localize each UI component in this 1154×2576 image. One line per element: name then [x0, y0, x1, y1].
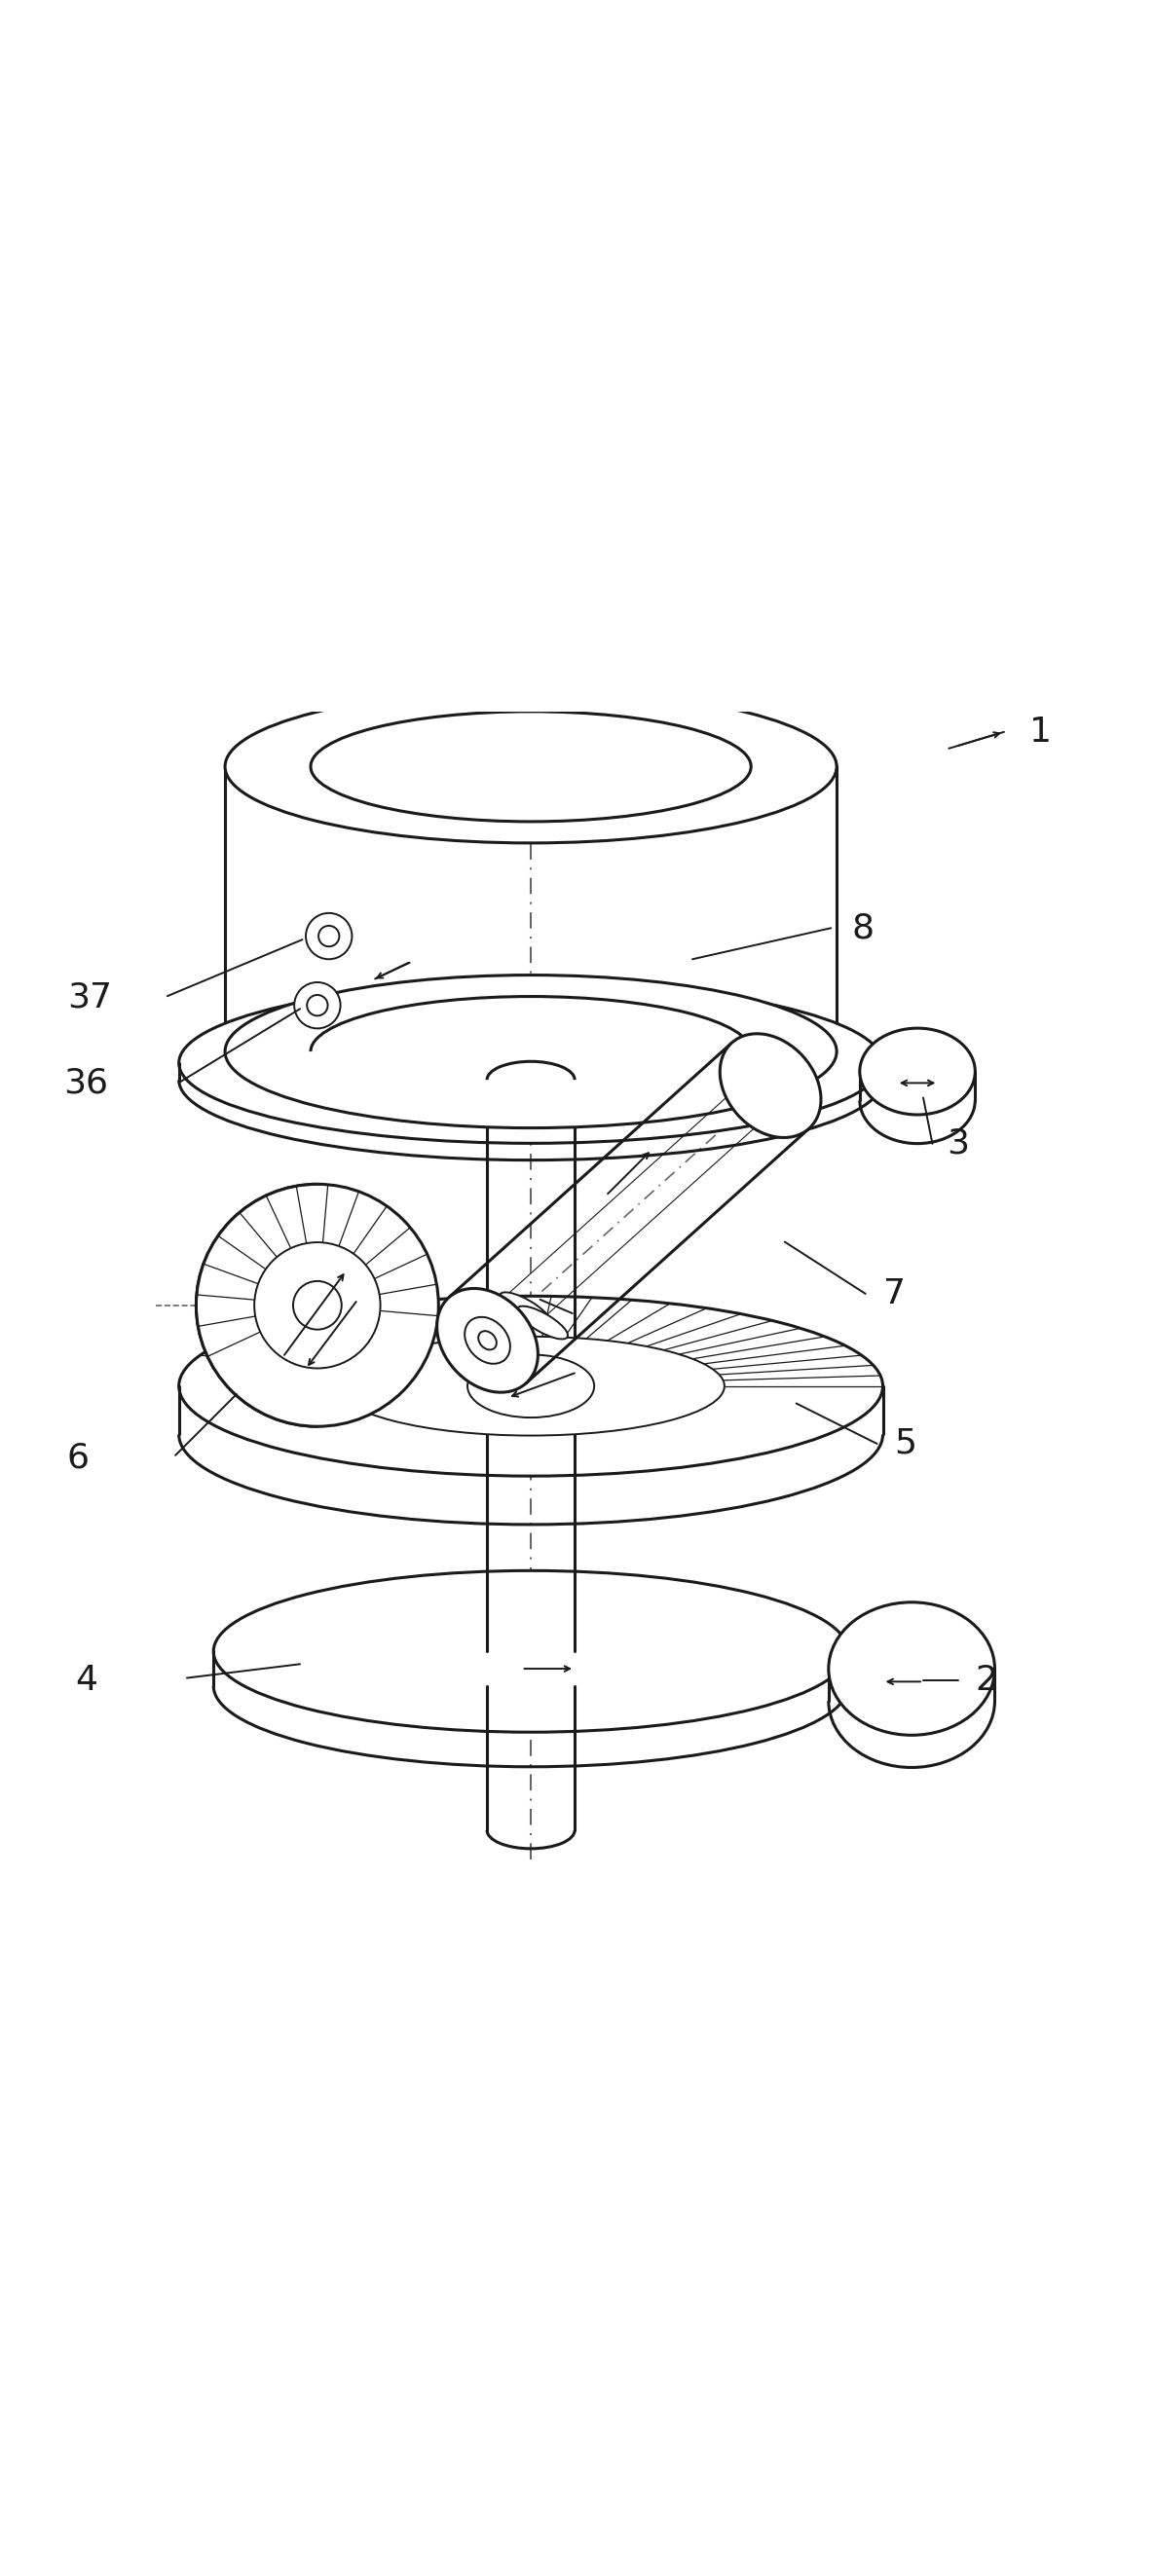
Text: 2: 2 — [975, 1664, 997, 1698]
Text: 37: 37 — [67, 981, 112, 1015]
Ellipse shape — [213, 1571, 848, 1731]
Ellipse shape — [465, 1316, 510, 1363]
Ellipse shape — [307, 994, 328, 1015]
Ellipse shape — [337, 1337, 725, 1435]
Text: 8: 8 — [852, 912, 875, 945]
Ellipse shape — [479, 1332, 496, 1350]
Ellipse shape — [179, 1296, 883, 1476]
Ellipse shape — [860, 1028, 975, 1115]
Ellipse shape — [306, 912, 352, 958]
Ellipse shape — [517, 1306, 568, 1340]
Ellipse shape — [500, 1293, 550, 1324]
Text: 5: 5 — [894, 1427, 916, 1461]
Ellipse shape — [319, 925, 339, 945]
Text: 6: 6 — [67, 1440, 89, 1473]
Ellipse shape — [310, 711, 751, 822]
Ellipse shape — [467, 1355, 594, 1417]
Text: 3: 3 — [946, 1128, 968, 1159]
Ellipse shape — [829, 1602, 995, 1736]
Text: 36: 36 — [63, 1066, 108, 1100]
Text: 4: 4 — [75, 1664, 97, 1698]
Ellipse shape — [720, 1033, 820, 1139]
Ellipse shape — [225, 690, 837, 842]
Ellipse shape — [254, 1242, 381, 1368]
Ellipse shape — [293, 1280, 342, 1329]
Ellipse shape — [196, 1185, 439, 1427]
Ellipse shape — [294, 981, 340, 1028]
Ellipse shape — [225, 976, 837, 1128]
Text: 7: 7 — [883, 1278, 905, 1311]
Ellipse shape — [437, 1288, 538, 1391]
Ellipse shape — [179, 984, 883, 1144]
Text: 1: 1 — [1029, 716, 1051, 750]
